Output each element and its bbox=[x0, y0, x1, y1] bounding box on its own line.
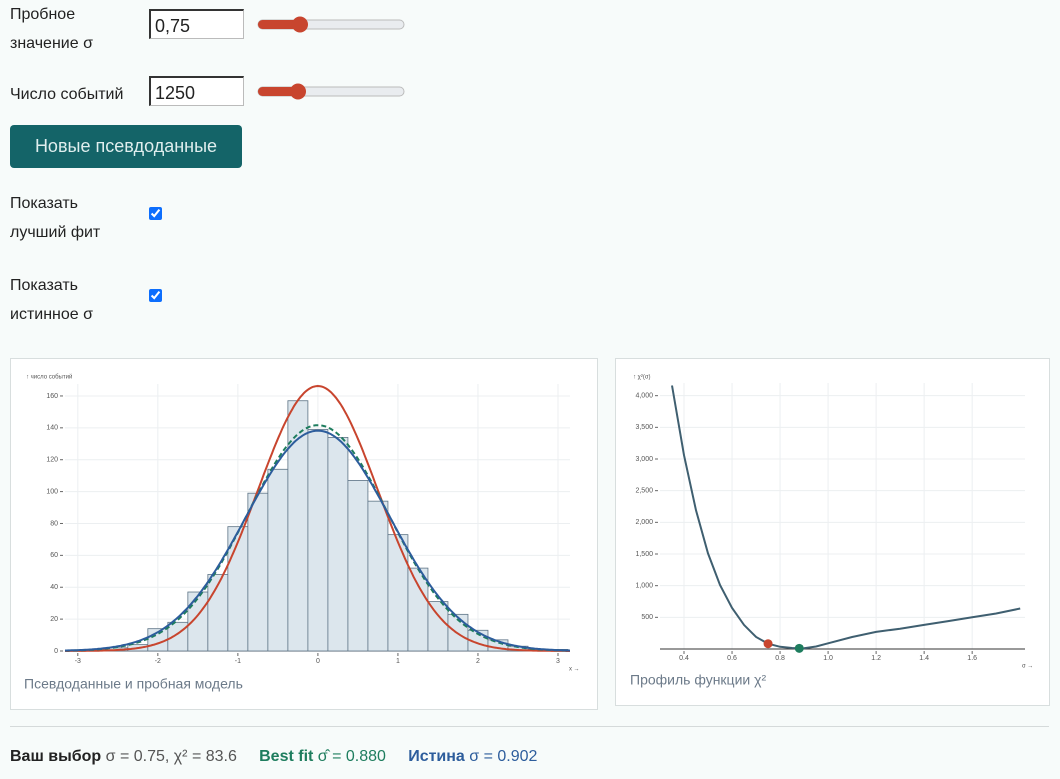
truth-sigma: 0.902 bbox=[497, 748, 538, 765]
choice-chi2: 83.6 bbox=[205, 748, 237, 765]
separator bbox=[10, 726, 1049, 727]
show-true-label: Показать истинное σ bbox=[10, 277, 93, 323]
show-true-checkbox[interactable] bbox=[149, 289, 162, 302]
show-fit-checkbox[interactable] bbox=[149, 207, 162, 220]
events-input[interactable]: 1250 bbox=[149, 76, 244, 106]
events-label: Число событий bbox=[10, 86, 124, 103]
new-data-button[interactable]: Новые псевдоданные bbox=[10, 125, 242, 168]
sigma-input[interactable]: 0,75 bbox=[149, 9, 244, 39]
choice-sigma-text: σ = bbox=[105, 748, 134, 765]
sigma-slider[interactable] bbox=[255, 14, 407, 36]
choice-chi2-text: , χ² = bbox=[164, 748, 206, 765]
truth-label: Истина bbox=[408, 748, 465, 765]
events-slider[interactable] bbox=[255, 81, 407, 103]
chi2-panel bbox=[615, 358, 1050, 706]
show-fit-label: Показать лучший фит bbox=[10, 195, 101, 241]
best-sigma-text: σ̂ = bbox=[317, 748, 346, 765]
summary: Ваш выбор σ = 0.75, χ² = 83.6 Best fit σ… bbox=[10, 748, 537, 766]
sigma-label: Пробное значение σ bbox=[10, 6, 93, 52]
best-label: Best fit bbox=[259, 748, 314, 765]
truth-sigma-text: σ = bbox=[469, 748, 498, 765]
choice-sigma: 0.75 bbox=[133, 748, 165, 765]
best-sigma: 0.880 bbox=[345, 748, 386, 765]
histogram-panel bbox=[10, 358, 598, 710]
choice-label: Ваш выбор bbox=[10, 748, 102, 765]
